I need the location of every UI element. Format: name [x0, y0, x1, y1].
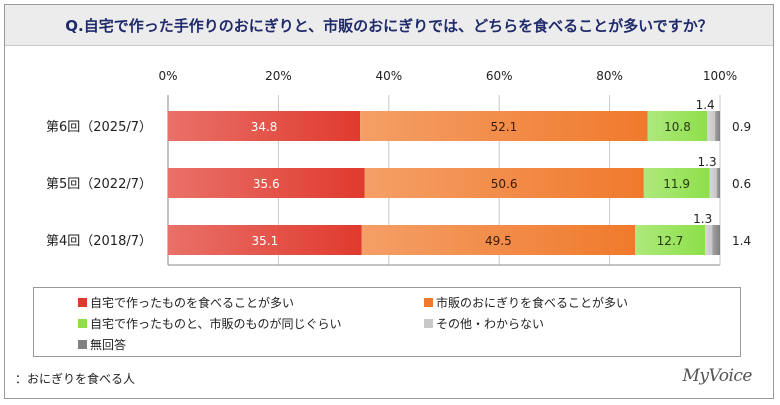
legend-item: 自宅で作ったものと、市販のものが同じぐらい: [78, 315, 342, 332]
legend-label: その他・わからない: [436, 317, 545, 331]
data-label: 35.6: [253, 177, 280, 191]
data-label: 49.5: [485, 234, 512, 248]
bar-segment-shine: [709, 168, 717, 198]
legend-swatch: [78, 340, 87, 349]
brand-logo: MyVoice: [682, 366, 753, 386]
legend-label: 自宅で作ったものを食べることが多い: [90, 296, 295, 310]
bar-segment-shine: [647, 111, 708, 141]
category-label: 第6回（2025/7）: [46, 120, 152, 135]
x-tick-label: 0%: [158, 69, 177, 83]
data-label: 0.6: [732, 177, 751, 191]
data-label: 12.7: [657, 234, 684, 248]
data-label: 1.3: [698, 155, 717, 169]
legend-swatch: [78, 298, 87, 307]
legend-item: 市販のおにぎりを食べることが多い: [424, 294, 628, 311]
data-label: 0.9: [732, 120, 751, 134]
legend-swatch: [424, 298, 433, 307]
x-tick-label: 20%: [265, 69, 292, 83]
bar-segment-shine: [168, 111, 361, 141]
bar-segment-shine: [361, 225, 635, 255]
data-label: 35.1: [252, 234, 279, 248]
bar-segment-shine: [168, 168, 365, 198]
data-label: 10.8: [664, 120, 691, 134]
data-label: 1.3: [693, 212, 712, 226]
bar-segment-shine: [643, 168, 710, 198]
data-label: 50.6: [491, 177, 518, 191]
chart-title: Q.自宅で作った手作りのおにぎりと、市販のおにぎりでは、どちらを食べることが多い…: [5, 5, 773, 46]
base-note: ：おにぎりを食べる人: [15, 372, 136, 386]
x-tick-label: 100%: [703, 69, 737, 83]
x-tick-label: 80%: [596, 69, 623, 83]
data-label: 1.4: [696, 98, 715, 112]
legend-item: 無回答: [78, 336, 126, 353]
bar-segment-shine: [360, 111, 648, 141]
bar-segment-shine: [168, 225, 362, 255]
legend-label: 無回答: [90, 338, 127, 352]
bar-segment-shine: [364, 168, 644, 198]
x-tick-label: 40%: [375, 69, 402, 83]
legend-item: その他・わからない: [424, 315, 544, 332]
legend-label: 市販のおにぎりを食べることが多い: [436, 296, 629, 310]
bar-segment-shine: [705, 225, 713, 255]
data-label: 52.1: [491, 120, 518, 134]
legend-swatch: [78, 319, 87, 328]
legend-item: 自宅で作ったものを食べることが多い: [78, 294, 294, 311]
category-label: 第5回（2022/7）: [46, 177, 152, 192]
data-label: 34.8: [251, 120, 278, 134]
bar-segment-shine: [716, 168, 720, 198]
data-label: 11.9: [663, 177, 690, 191]
x-tick-label: 60%: [486, 69, 513, 83]
legend-swatch: [424, 319, 433, 328]
bar-segment-shine: [707, 111, 716, 141]
bar-segment-shine: [712, 225, 720, 255]
category-label: 第4回（2018/7）: [46, 234, 152, 249]
bar-segment-shine: [715, 111, 720, 141]
bar-segment-shine: [634, 225, 706, 255]
data-label: 1.4: [732, 234, 751, 248]
chart-legend: 自宅で作ったものを食べることが多い 市販のおにぎりを食べることが多い自宅で作ったも…: [33, 287, 741, 357]
legend-label: 自宅で作ったものと、市販のものが同じぐらい: [90, 317, 342, 331]
